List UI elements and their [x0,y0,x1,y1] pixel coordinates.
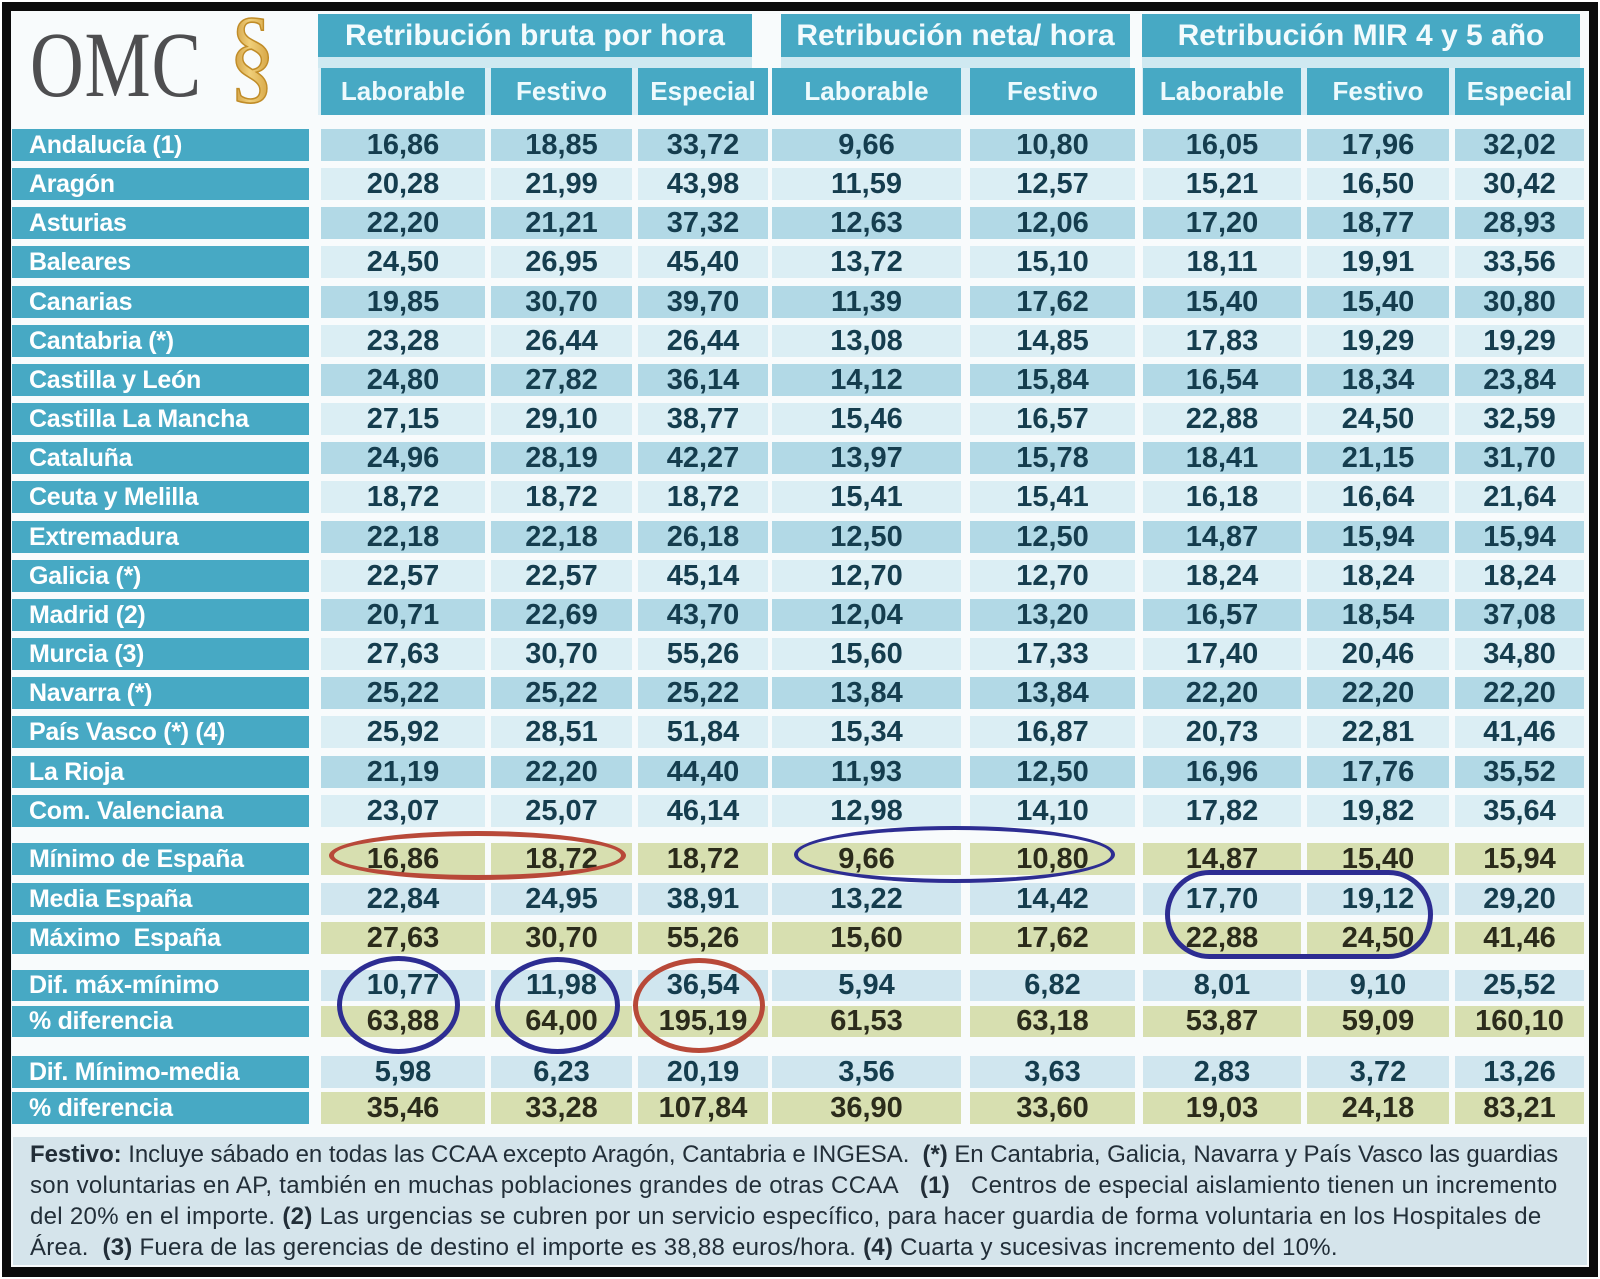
svg-text:§: § [229,4,276,104]
